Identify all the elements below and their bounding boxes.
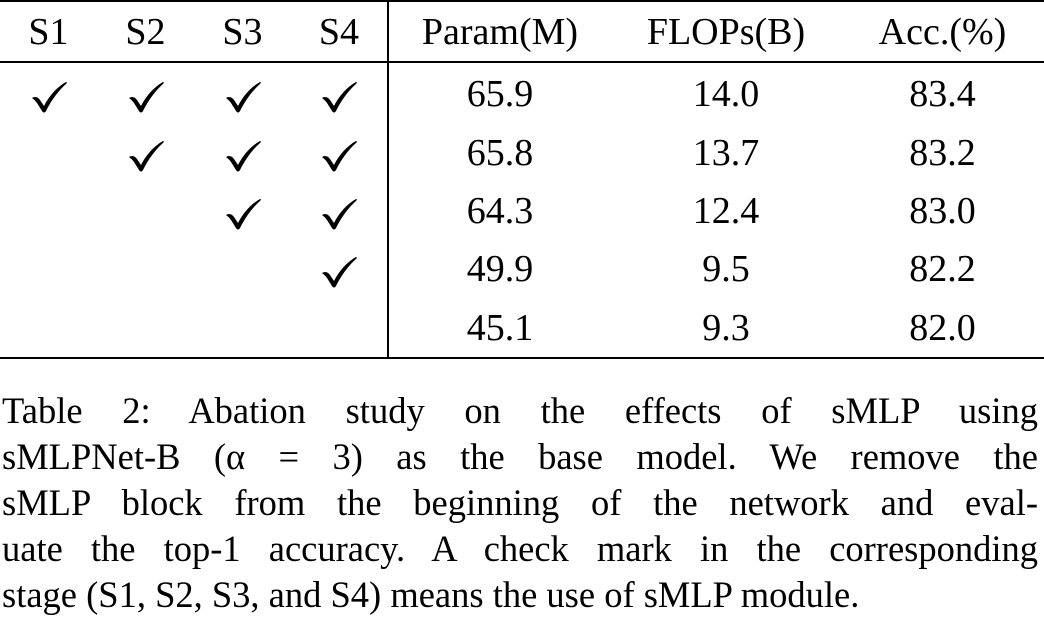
caption-line: Table 2: Abation study on the effects of… [2, 390, 1038, 431]
stage-cell-s2 [97, 298, 194, 359]
check-mark-icon [127, 140, 165, 172]
stage-cell-s1 [0, 182, 97, 240]
flops-cell: 9.5 [702, 248, 750, 290]
param-cell: 65.8 [466, 132, 534, 174]
caption-line: uate the top-1 accuracy. A check mark in… [2, 528, 1038, 569]
check-mark-icon [224, 198, 262, 230]
stage-cell-s1 [0, 240, 97, 298]
flops-cell: 12.4 [692, 190, 760, 232]
ablation-table: S1 S2 S3 S4 Param(M) FLOPs(B) Acc.(%) 65… [0, 0, 1044, 359]
param-cell: 65.9 [466, 72, 534, 115]
table-row: 49.9 9.5 82.2 [0, 240, 1044, 298]
table-row: 65.8 13.7 83.2 [0, 124, 1044, 182]
stage-cell-s4 [291, 182, 389, 240]
stage-cell-s4 [291, 62, 389, 124]
table-row: 45.1 9.3 82.0 [0, 298, 1044, 359]
table-caption: Table 2: Abation study on the effects of… [2, 388, 1038, 618]
check-mark-icon [30, 81, 68, 113]
stage-cell-s1 [0, 298, 97, 359]
flops-cell: 13.7 [692, 132, 760, 174]
caption-line: sMLP block from the beginning of the net… [2, 482, 1038, 523]
table-row: 65.9 14.0 83.4 [0, 62, 1044, 124]
caption-line: stage (S1, S2, S3, and S4) means the use… [2, 574, 860, 615]
header-row: S1 S2 S3 S4 Param(M) FLOPs(B) Acc.(%) [0, 0, 1044, 63]
check-mark-icon [320, 198, 358, 230]
results-table-container: S1 S2 S3 S4 Param(M) FLOPs(B) Acc.(%) 65… [0, 0, 1044, 359]
flops-cell: 14.0 [692, 72, 760, 115]
stage-cell-s4 [291, 240, 389, 298]
caption-line: sMLPNet-B (α = 3) as the base model. We … [2, 436, 1038, 477]
check-mark-icon [320, 256, 358, 288]
stage-cell-s3 [194, 240, 291, 298]
param-cell: 45.1 [388, 298, 611, 359]
acc-cell: 83.0 [909, 190, 976, 232]
table-header: S1 S2 S3 S4 Param(M) FLOPs(B) Acc.(%) [0, 0, 1044, 63]
table-body: 65.9 14.0 83.4 65.8 13.7 83.2 64.3 12.4 83.0 49.9… [0, 62, 1044, 359]
flops-cell: 9.3 [611, 298, 841, 359]
check-mark-icon [320, 140, 358, 172]
check-mark-icon [320, 81, 358, 113]
stage-cell-s2 [97, 62, 194, 124]
header-param: Param(M) [388, 0, 611, 63]
stage-cell-s2 [97, 240, 194, 298]
header-acc: Acc.(%) [841, 0, 1044, 63]
header-s4: S4 [291, 0, 389, 63]
acc-cell: 82.0 [841, 298, 1044, 359]
stage-cell-s1 [0, 62, 97, 124]
stage-cell-s4 [291, 124, 389, 182]
check-mark-icon [224, 140, 262, 172]
header-s1: S1 [0, 0, 97, 63]
param-cell: 49.9 [466, 248, 534, 290]
check-mark-icon [127, 81, 165, 113]
table-row: 64.3 12.4 83.0 [0, 182, 1044, 240]
acc-cell: 83.2 [909, 132, 976, 174]
header-flops: FLOPs(B) [611, 0, 841, 63]
stage-cell-s3 [194, 62, 291, 124]
check-mark-icon [224, 81, 262, 113]
stage-cell-s3 [194, 298, 291, 359]
acc-cell: 82.2 [909, 248, 976, 290]
stage-cell-s1 [0, 124, 97, 182]
stage-cell-s3 [194, 124, 291, 182]
stage-cell-s2 [97, 124, 194, 182]
acc-cell: 83.4 [909, 72, 976, 115]
header-s2: S2 [97, 0, 194, 63]
param-cell: 64.3 [466, 190, 534, 232]
stage-cell-s2 [97, 182, 194, 240]
header-s3: S3 [194, 0, 291, 63]
stage-cell-s4 [291, 298, 389, 359]
stage-cell-s3 [194, 182, 291, 240]
